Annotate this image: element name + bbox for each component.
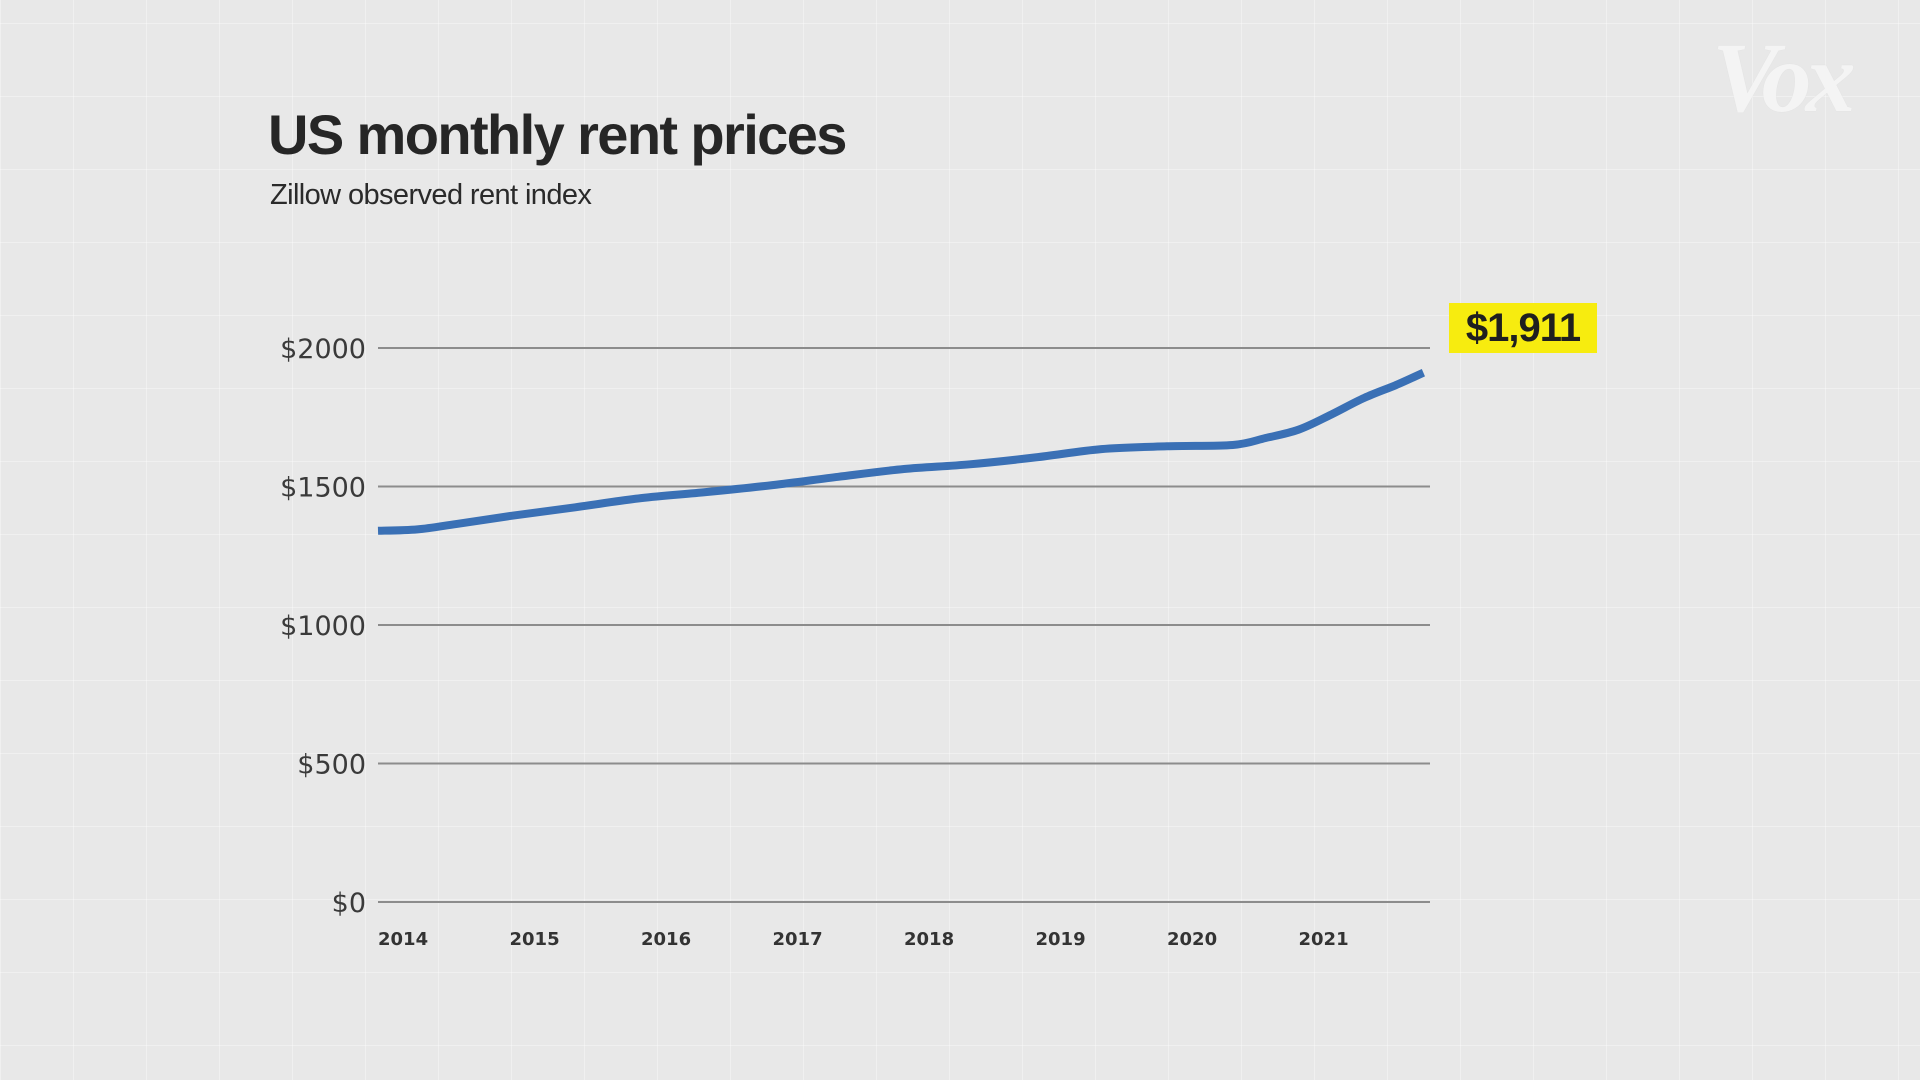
x-tick-label: 2018: [904, 929, 954, 950]
x-tick-label: 2017: [773, 929, 823, 950]
y-tick-label: $1500: [280, 473, 366, 504]
latest-value-callout: $1,911: [1449, 303, 1597, 353]
x-tick-label: 2021: [1299, 929, 1349, 950]
chart-title: US monthly rent prices: [268, 103, 847, 166]
y-tick-label: $0: [332, 888, 366, 919]
x-tick-label: 2014: [378, 929, 428, 950]
vox-logo: Vox: [1712, 22, 1856, 133]
x-tick-label: 2015: [510, 929, 560, 950]
y-axis-ticks: $2000 $1500 $1000 $500 $0: [280, 334, 366, 919]
x-axis-ticks: 2014 2015 2016 2017 2018 2019 2020 2021: [378, 929, 1349, 950]
y-tick-label: $500: [297, 750, 366, 781]
x-tick-label: 2019: [1036, 929, 1086, 950]
y-tick-label: $1000: [280, 611, 366, 642]
rent-index-line: [377, 369, 1426, 535]
y-tick-label: $2000: [280, 334, 366, 365]
x-tick-label: 2016: [641, 929, 691, 950]
gridlines: [378, 347, 1430, 903]
chart-subtitle: Zillow observed rent index: [270, 179, 592, 211]
x-tick-label: 2020: [1167, 929, 1217, 950]
